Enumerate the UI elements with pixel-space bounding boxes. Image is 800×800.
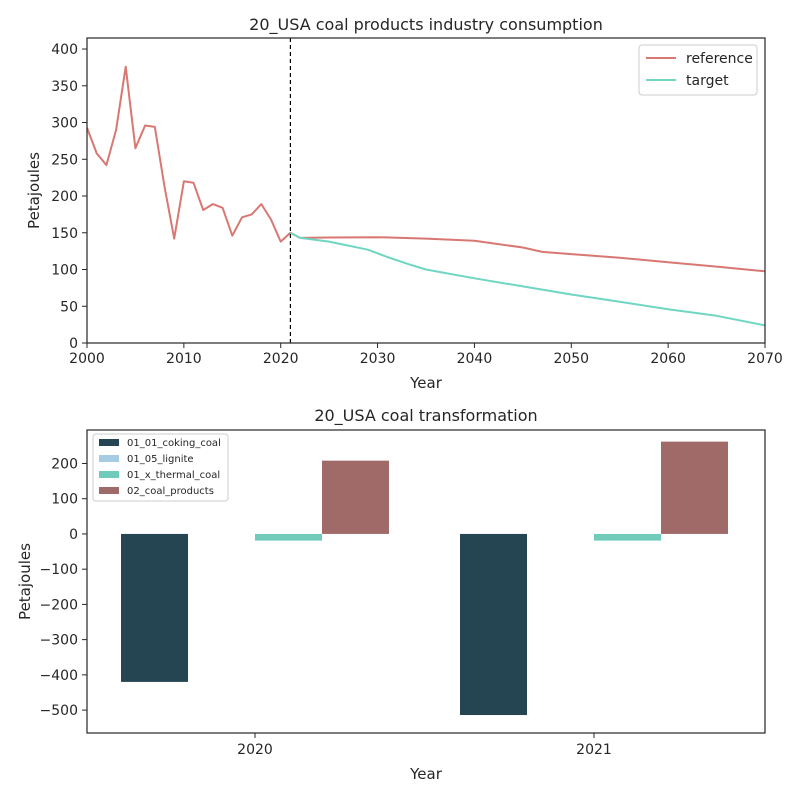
y-tick-label: −200 <box>40 597 78 613</box>
x-axis-label: Year <box>409 765 443 783</box>
legend-swatch <box>99 439 119 446</box>
bar-01_x_thermal_coal-2021 <box>594 533 661 541</box>
legend-label: target <box>686 73 729 89</box>
y-tick-label: 350 <box>51 79 78 95</box>
plot-area: 2000 2010 2020 2030 2040 2050 2060 2070 0 50 100 15… <box>51 37 783 367</box>
y-tick-label: 100 <box>51 263 78 279</box>
y-tick-label: −100 <box>40 562 78 578</box>
y-tick-label: 150 <box>51 226 78 242</box>
y-tick-label: 0 <box>69 527 78 543</box>
chart-title: 20_USA coal products industry consumptio… <box>249 15 603 35</box>
y-tick-label: 250 <box>51 152 78 168</box>
x-tick-label: 2000 <box>69 351 105 367</box>
y-tick-label: −500 <box>40 703 78 719</box>
x-tick-label: 2060 <box>650 351 686 367</box>
y-tick-label: 100 <box>51 492 78 508</box>
bar-01_01_coking_coal-2021 <box>460 533 527 716</box>
bar-02_coal_products-2020 <box>322 460 389 534</box>
legend: reference target <box>638 44 758 96</box>
legend-label: 01_05_lignite <box>127 454 194 465</box>
legend-label: reference <box>686 51 753 67</box>
y-axis-label: Petajoules <box>25 152 43 229</box>
series-line-target <box>289 231 766 327</box>
series-line-reference <box>86 65 766 273</box>
y-tick-label: 0 <box>69 336 78 352</box>
axes-frame <box>86 429 766 734</box>
legend-label: 01_01_coking_coal <box>127 438 221 449</box>
x-tick-label: 2020 <box>263 351 299 367</box>
y-axis-label: Petajoules <box>16 543 34 620</box>
legend-label: 01_x_thermal_coal <box>127 470 220 481</box>
x-tick-label: 2050 <box>553 351 589 367</box>
plot-area: 2020 2021 −500 −400 −300 −200 −100 0 100 200 <box>40 429 766 758</box>
x-tick-label: 2021 <box>576 742 612 758</box>
bar-chart-panel: 20_USA coal transformation Year Petajoul… <box>16 406 766 783</box>
x-tick-label: 2020 <box>237 742 273 758</box>
x-tick-label: 2040 <box>457 351 493 367</box>
x-tick-label: 2070 <box>747 351 783 367</box>
x-tick-label: 2030 <box>360 351 396 367</box>
x-axis-label: Year <box>409 374 443 392</box>
axes-frame <box>86 37 766 344</box>
legend-swatch <box>99 487 119 494</box>
bar-01_01_coking_coal-2020 <box>121 533 188 682</box>
y-tick-label: 200 <box>51 456 78 472</box>
bar-02_coal_products-2021 <box>661 441 728 534</box>
y-tick-label: 50 <box>60 299 78 315</box>
legend: 01_01_coking_coal 01_05_lignite 01_x_therm… <box>92 433 229 502</box>
line-chart-panel: 20_USA coal products industry consumptio… <box>25 15 783 392</box>
legend-label: 02_coal_products <box>127 486 214 497</box>
bar-01_x_thermal_coal-2020 <box>255 533 322 541</box>
legend-swatch <box>99 455 119 462</box>
y-tick-label: −300 <box>40 633 78 649</box>
y-tick-label: 400 <box>51 42 78 58</box>
y-tick-label: 200 <box>51 189 78 205</box>
x-tick-label: 2010 <box>166 351 202 367</box>
legend-swatch <box>99 471 119 478</box>
legend-box <box>92 433 229 502</box>
chart-title: 20_USA coal transformation <box>314 406 537 426</box>
y-tick-label: 300 <box>51 116 78 132</box>
y-tick-label: −400 <box>40 668 78 684</box>
